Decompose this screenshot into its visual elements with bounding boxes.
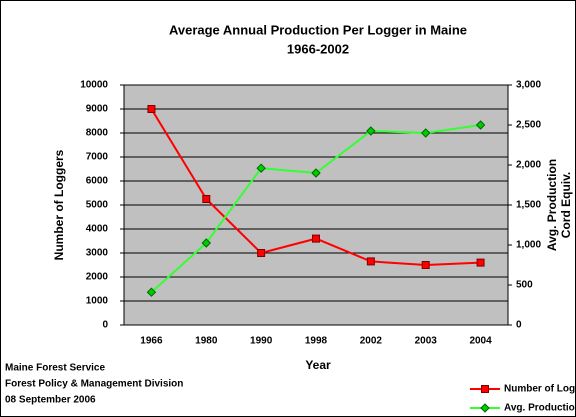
marker [476,258,485,267]
y-tick-label: 4000 [86,224,109,235]
legend-marker [481,385,489,393]
x-tick-label: 1966 [140,336,163,347]
y-tick-label: 6000 [86,176,109,187]
y2-tick-label: 1,500 [516,200,541,211]
annotation: Forest Policy & Management Division [5,379,183,390]
legend-label: Number of Loggers [504,384,576,395]
y2-tick-label: 1,000 [516,240,541,251]
y2-tick-label: 3,000 [516,80,541,91]
x-tick-label: 2002 [360,336,383,347]
marker [201,238,211,248]
y2-axis-label: Avg. Production [545,159,559,251]
y2-tick-label: 0 [516,320,522,331]
x-axis-label: Year [305,358,331,372]
x-tick-label: 2003 [415,336,438,347]
chart-title: 1966-2002 [287,41,349,56]
annotation: Maine Forest Service [5,363,105,374]
legend-label: Avg. Production [504,403,576,414]
y-tick-label: 8000 [86,128,109,139]
y2-tick-label: 500 [516,280,533,291]
x-tick-label: 1998 [305,336,328,347]
chart-title: Average Annual Production Per Logger in … [169,22,467,37]
y-tick-label: 2000 [86,272,109,283]
legend-marker [480,403,490,413]
y-tick-label: 9000 [86,104,109,115]
y-tick-label: 5000 [86,200,109,211]
marker [146,287,157,297]
x-tick-label: 2004 [469,336,492,347]
marker [256,163,266,173]
y-tick-label: 7000 [86,152,109,163]
marker [311,168,321,178]
y2-axis-label: Cord Equiv. [559,172,573,238]
marker [147,105,156,113]
y-tick-label: 10000 [80,80,108,91]
marker [312,234,320,243]
marker [366,126,376,136]
y2-tick-label: 2,500 [516,120,541,131]
marker [421,128,431,138]
y-tick-label: 1000 [86,296,109,307]
marker [421,261,430,269]
annotation: 08 September 2006 [5,395,96,406]
marker [475,120,486,130]
marker [202,195,211,203]
y-axis-label: Number of Loggers [52,149,66,260]
x-tick-label: 1980 [195,336,218,347]
y-tick-label: 3000 [86,248,109,259]
marker [366,257,375,266]
y2-tick-label: 2,000 [516,160,541,171]
y-tick-label: 0 [102,320,108,331]
x-tick-label: 1990 [250,336,273,347]
marker [257,249,266,257]
